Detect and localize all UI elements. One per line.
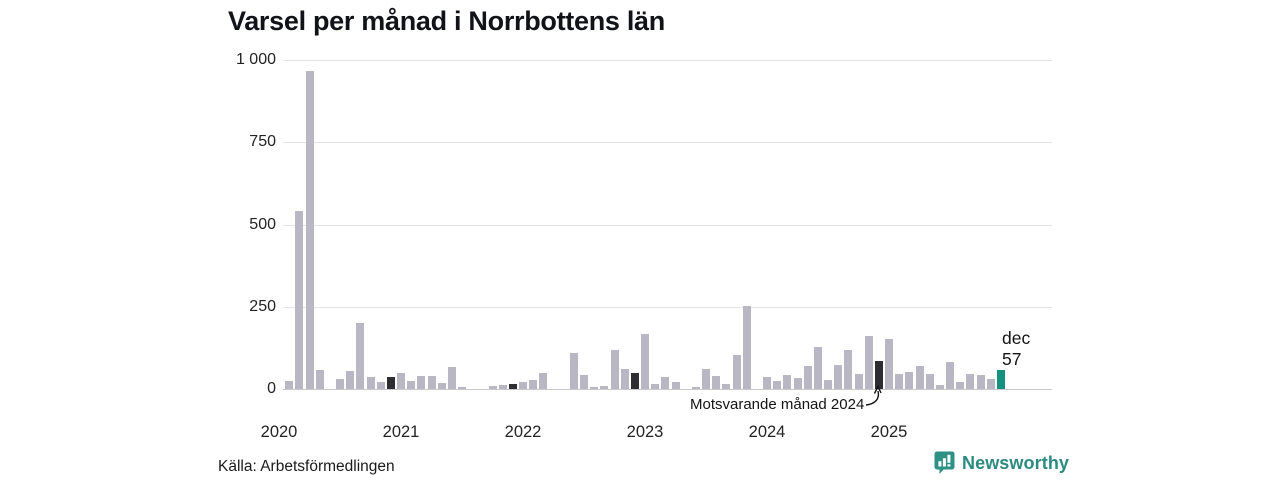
bar-mar-2024: [783, 374, 792, 389]
bar-aug-2020: [346, 370, 355, 389]
bar-dec-2021: [508, 384, 517, 389]
bar-feb-2025: [895, 373, 904, 389]
bar-okt-2021: [488, 386, 497, 389]
y-axis-tick-1000: 1 000: [235, 51, 276, 68]
bar-jan-2023: [641, 334, 649, 389]
bar-jan-2022: [519, 382, 527, 389]
bar-okt-2020: [366, 377, 375, 389]
bar-apr-2021: [427, 375, 436, 389]
bar-nov-2020: [376, 381, 385, 389]
gridline-y-250: [283, 306, 1052, 308]
gridline-y-500: [283, 224, 1052, 226]
bar-sep-2022: [600, 385, 609, 389]
bar-apr-2025: [915, 365, 924, 389]
y-axis-tick-500: 500: [249, 215, 276, 233]
bar-maj-2024: [803, 365, 812, 389]
bar-nov-2023: [742, 306, 751, 389]
newsworthy-icon: [934, 451, 955, 474]
x-axis-tick-2020: 2020: [260, 423, 298, 441]
bar-jul-2024: [824, 379, 832, 389]
bar-nov-2024: [864, 336, 873, 389]
bar-dec-2022: [630, 372, 639, 389]
bar-feb-2023: [651, 383, 660, 389]
bar-jun-2023: [691, 387, 700, 389]
bar-maj-2020: [315, 369, 324, 389]
bar-jul-2021: [458, 387, 466, 389]
bar-mar-2021: [417, 375, 426, 389]
bar-dec-2020: [386, 377, 395, 389]
bar-sep-2020: [356, 323, 365, 389]
bar-mar-2022: [539, 373, 548, 389]
bar-jun-2021: [447, 366, 456, 389]
bar-okt-2025: [976, 374, 985, 389]
bar-jan-2024: [763, 377, 771, 389]
bar-aug-2022: [590, 387, 599, 389]
bar-feb-2022: [529, 380, 538, 389]
bar-feb-2020: [285, 380, 294, 389]
chart-title: Varsel per månad i Norrbottens län: [228, 6, 665, 36]
bar-jan-2025: [885, 338, 893, 389]
annotation-arrow-icon: [865, 384, 882, 406]
bar-sep-2025: [966, 373, 975, 389]
x-axis-tick-2022: 2022: [504, 423, 542, 441]
bar-sep-2023: [722, 383, 731, 389]
bar-sep-2024: [844, 349, 853, 389]
bar-apr-2020: [305, 70, 314, 389]
x-axis-tick-2025: 2025: [870, 423, 908, 441]
bar-maj-2021: [437, 383, 446, 389]
bar-okt-2023: [732, 354, 741, 389]
annotation-label: Motsvarande månad 2024: [690, 396, 865, 413]
bar-jun-2024: [813, 346, 822, 389]
y-axis-tick-750: 750: [249, 133, 276, 151]
bar-dec-2024: [874, 361, 883, 389]
bar-okt-2022: [610, 349, 619, 389]
bar-nov-2025: [986, 379, 995, 389]
newsworthy-wordmark: Newsworthy: [962, 452, 1070, 473]
x-axis-tick-2024: 2024: [748, 423, 786, 441]
bar-jul-2023: [702, 368, 710, 389]
x-axis-tick-2023: 2023: [626, 423, 664, 441]
current-month-label: dec 57: [1002, 328, 1030, 370]
bar-apr-2023: [671, 382, 680, 389]
bar-nov-2021: [498, 384, 507, 389]
bar-jan-2021: [397, 372, 405, 389]
bar-jul-2022: [580, 374, 588, 389]
y-axis-tick-0: 0: [267, 380, 276, 397]
bar-aug-2025: [956, 382, 965, 389]
gridline-y-750: [283, 142, 1052, 144]
bar-aug-2024: [834, 364, 843, 389]
bar-jul-2020: [336, 378, 344, 389]
bar-mar-2020: [295, 211, 304, 389]
bar-feb-2021: [407, 381, 416, 389]
gridline-y-0: [283, 389, 1052, 390]
bar-feb-2024: [773, 381, 782, 389]
bar-dec-2025: [996, 370, 1005, 389]
current-month-value: 57: [1002, 349, 1022, 369]
bar-jul-2025: [946, 361, 954, 389]
bar-jun-2022: [569, 352, 578, 389]
bar-jun-2025: [935, 384, 944, 389]
bar-maj-2025: [925, 373, 934, 389]
bar-mar-2023: [661, 377, 670, 389]
newsworthy-logo[interactable]: Newsworthy: [934, 451, 1069, 475]
bar-nov-2022: [620, 369, 629, 389]
source-note: Källa: Arbetsförmedlingen: [218, 458, 395, 475]
bar-apr-2024: [793, 378, 802, 389]
x-axis-tick-2021: 2021: [382, 423, 420, 441]
gridline-y-1000: [283, 60, 1052, 61]
bar-okt-2024: [854, 373, 863, 389]
current-month-name: dec: [1002, 328, 1031, 348]
bar-aug-2023: [712, 375, 721, 389]
bar-mar-2025: [905, 371, 914, 389]
y-axis-tick-250: 250: [249, 297, 276, 315]
